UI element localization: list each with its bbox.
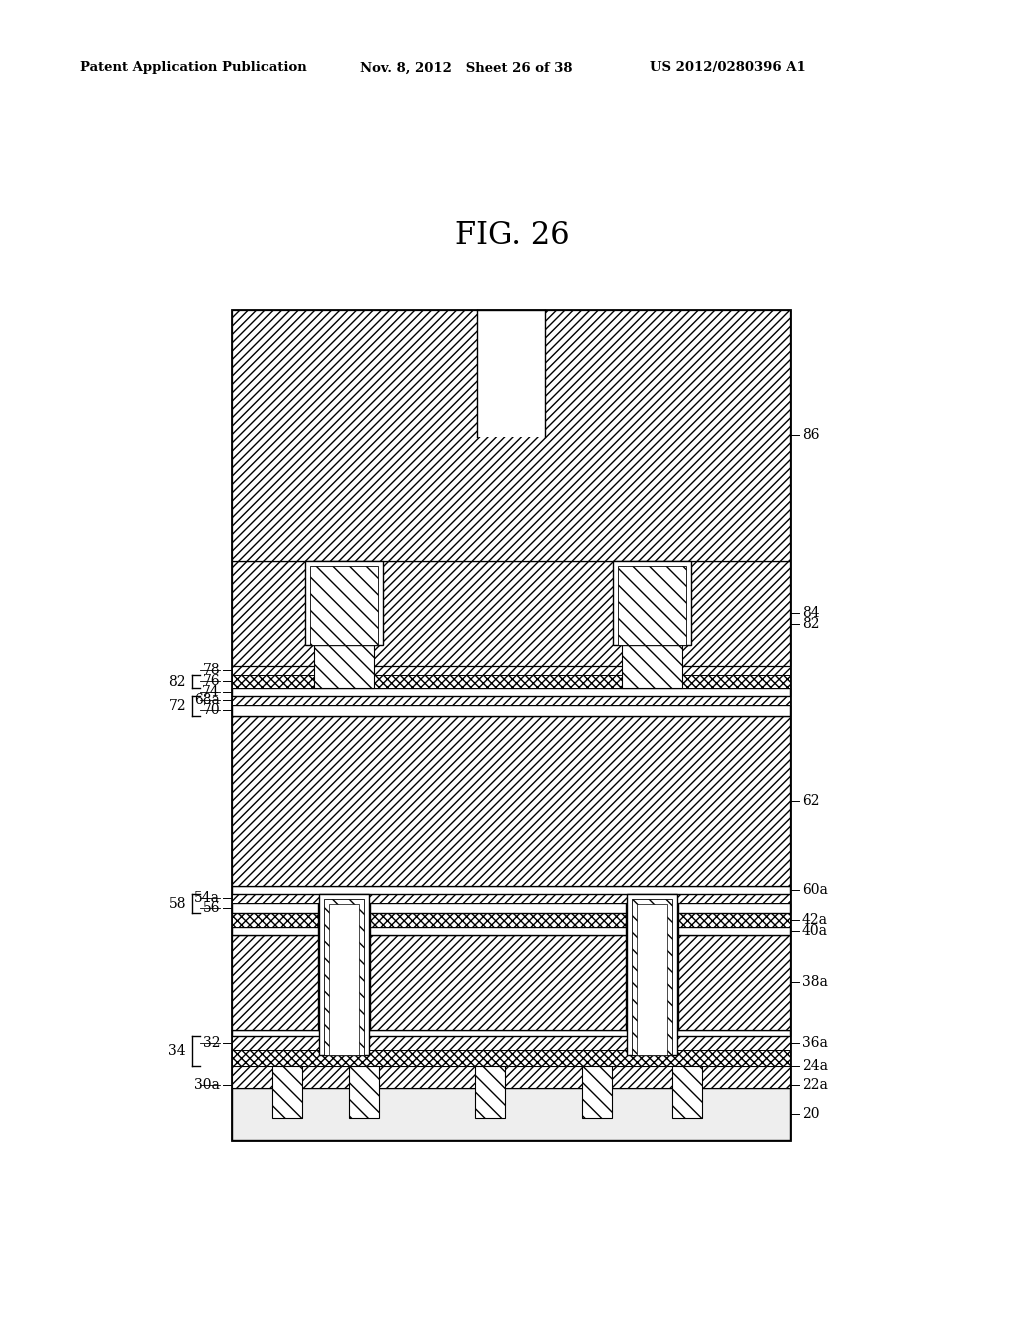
Text: 62: 62 <box>802 795 819 808</box>
Bar <box>582 1067 612 1118</box>
Bar <box>232 894 790 903</box>
Text: 82: 82 <box>169 675 186 689</box>
Bar <box>232 1088 790 1140</box>
Bar <box>232 913 790 927</box>
Text: 76: 76 <box>203 675 220 688</box>
Bar <box>232 927 790 935</box>
Text: 20: 20 <box>802 1107 819 1121</box>
Text: 78: 78 <box>203 663 220 677</box>
Bar <box>232 935 790 1030</box>
Text: 32: 32 <box>203 1036 220 1049</box>
Bar <box>305 561 383 645</box>
Text: 72: 72 <box>168 700 186 713</box>
Bar <box>232 1036 790 1049</box>
Text: 22a: 22a <box>802 1078 827 1092</box>
Bar <box>314 561 374 688</box>
Bar <box>232 561 790 667</box>
Text: US 2012/0280396 A1: US 2012/0280396 A1 <box>650 62 806 74</box>
Bar <box>272 1067 302 1118</box>
Bar <box>232 688 790 696</box>
Bar <box>622 561 682 688</box>
Text: 82: 82 <box>802 616 819 631</box>
Bar <box>232 310 790 1140</box>
Bar <box>232 705 790 715</box>
Bar <box>232 886 790 894</box>
Bar <box>232 715 790 886</box>
Bar <box>232 1030 790 1036</box>
Text: 40a: 40a <box>802 924 828 939</box>
Text: 58: 58 <box>169 896 186 911</box>
Bar <box>232 675 790 688</box>
Text: 68a: 68a <box>195 693 220 708</box>
Text: 42a: 42a <box>802 913 828 927</box>
Bar <box>232 667 790 675</box>
Text: Patent Application Publication: Patent Application Publication <box>80 62 307 74</box>
Text: 70: 70 <box>203 704 220 717</box>
Bar <box>310 566 378 645</box>
Text: 56: 56 <box>203 902 220 915</box>
Bar <box>349 1067 379 1118</box>
Text: 24a: 24a <box>802 1059 828 1073</box>
Bar <box>627 894 677 1055</box>
Text: 86: 86 <box>802 428 819 442</box>
Text: Nov. 8, 2012   Sheet 26 of 38: Nov. 8, 2012 Sheet 26 of 38 <box>360 62 572 74</box>
Text: 38a: 38a <box>802 975 827 989</box>
Bar <box>672 1067 702 1118</box>
Bar <box>318 903 370 1030</box>
Bar <box>232 903 790 913</box>
Bar <box>637 904 667 1055</box>
Bar <box>319 894 369 1055</box>
Text: 34: 34 <box>168 1044 186 1059</box>
Bar <box>477 310 545 437</box>
Text: 74: 74 <box>203 685 220 700</box>
Bar <box>329 904 359 1055</box>
Bar <box>232 696 790 705</box>
Bar <box>618 566 686 645</box>
Bar <box>232 1049 790 1067</box>
Bar <box>626 903 678 1030</box>
Text: 30a: 30a <box>195 1078 220 1092</box>
Text: FIG. 26: FIG. 26 <box>455 219 569 251</box>
Bar <box>232 310 790 561</box>
Text: 60a: 60a <box>802 883 827 898</box>
Bar <box>613 561 691 645</box>
Text: 36a: 36a <box>802 1036 827 1049</box>
Text: 84: 84 <box>802 606 819 620</box>
Bar <box>475 1067 505 1118</box>
Bar <box>232 1067 790 1088</box>
Bar <box>632 899 672 1055</box>
Text: 54a: 54a <box>194 891 220 906</box>
Bar <box>324 899 364 1055</box>
